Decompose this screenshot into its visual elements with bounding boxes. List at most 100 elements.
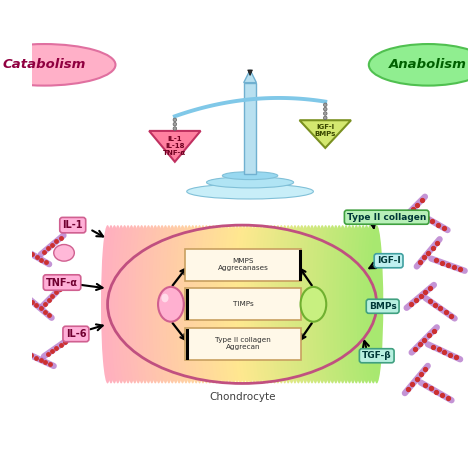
Ellipse shape (346, 225, 359, 383)
Ellipse shape (247, 225, 261, 383)
Ellipse shape (138, 225, 152, 383)
Ellipse shape (360, 225, 373, 383)
Circle shape (323, 116, 327, 119)
Circle shape (323, 108, 327, 111)
Ellipse shape (101, 225, 114, 383)
Ellipse shape (251, 225, 264, 383)
Ellipse shape (271, 225, 284, 383)
Text: Chondrocyte: Chondrocyte (209, 392, 275, 402)
Ellipse shape (187, 184, 313, 199)
Text: IL-1: IL-1 (63, 220, 83, 230)
Ellipse shape (278, 225, 292, 383)
Ellipse shape (111, 225, 124, 383)
Ellipse shape (326, 225, 339, 383)
Circle shape (323, 103, 327, 107)
Ellipse shape (301, 287, 326, 322)
Ellipse shape (302, 225, 315, 383)
Ellipse shape (333, 225, 346, 383)
Polygon shape (149, 131, 201, 162)
Ellipse shape (329, 225, 342, 383)
Ellipse shape (224, 225, 237, 383)
Polygon shape (300, 120, 351, 148)
Ellipse shape (203, 225, 216, 383)
Text: TGF-β: TGF-β (362, 351, 392, 360)
Text: IL-6: IL-6 (66, 329, 86, 339)
Circle shape (173, 118, 177, 122)
Ellipse shape (207, 177, 293, 188)
FancyBboxPatch shape (185, 328, 301, 360)
Ellipse shape (104, 225, 118, 383)
Ellipse shape (288, 225, 301, 383)
Text: BMPs: BMPs (369, 302, 397, 311)
Text: Type II collagen
Aggrecan: Type II collagen Aggrecan (215, 337, 271, 350)
Ellipse shape (222, 172, 278, 180)
FancyBboxPatch shape (185, 289, 301, 320)
Ellipse shape (159, 225, 172, 383)
Ellipse shape (128, 225, 141, 383)
Circle shape (323, 112, 327, 115)
Ellipse shape (125, 225, 138, 383)
Ellipse shape (169, 225, 182, 383)
Ellipse shape (213, 225, 227, 383)
Ellipse shape (217, 225, 230, 383)
Ellipse shape (275, 225, 288, 383)
Ellipse shape (268, 225, 281, 383)
Ellipse shape (220, 225, 233, 383)
Ellipse shape (255, 225, 267, 383)
Ellipse shape (193, 225, 206, 383)
Ellipse shape (309, 225, 322, 383)
Ellipse shape (158, 287, 184, 322)
Text: TNF-α: TNF-α (164, 150, 186, 156)
Ellipse shape (364, 225, 376, 383)
Circle shape (173, 127, 177, 130)
Ellipse shape (142, 225, 155, 383)
Ellipse shape (183, 225, 196, 383)
Ellipse shape (132, 225, 145, 383)
Ellipse shape (135, 225, 148, 383)
Ellipse shape (350, 225, 363, 383)
Ellipse shape (149, 225, 162, 383)
Ellipse shape (155, 225, 169, 383)
Ellipse shape (282, 225, 295, 383)
FancyBboxPatch shape (185, 249, 301, 281)
Ellipse shape (353, 225, 366, 383)
Ellipse shape (207, 225, 220, 383)
Ellipse shape (237, 225, 250, 383)
Ellipse shape (285, 225, 298, 383)
Text: BMPs: BMPs (315, 131, 336, 137)
Text: TNF-α: TNF-α (46, 277, 78, 288)
Ellipse shape (146, 225, 158, 383)
Ellipse shape (166, 225, 179, 383)
Ellipse shape (200, 225, 213, 383)
Polygon shape (248, 70, 253, 75)
Ellipse shape (210, 225, 223, 383)
Ellipse shape (367, 225, 380, 383)
Ellipse shape (343, 225, 356, 383)
Ellipse shape (54, 245, 74, 261)
Ellipse shape (0, 44, 116, 86)
Ellipse shape (121, 225, 135, 383)
Ellipse shape (176, 225, 189, 383)
Ellipse shape (173, 225, 186, 383)
Ellipse shape (108, 225, 121, 383)
Ellipse shape (234, 225, 247, 383)
Text: MMPS
Aggrecanases: MMPS Aggrecanases (218, 258, 269, 271)
Ellipse shape (190, 225, 203, 383)
Ellipse shape (369, 44, 474, 86)
Ellipse shape (292, 225, 305, 383)
Ellipse shape (305, 225, 319, 383)
Text: IL-1: IL-1 (167, 136, 182, 142)
Ellipse shape (339, 225, 353, 383)
Ellipse shape (118, 225, 131, 383)
Ellipse shape (316, 225, 329, 383)
Ellipse shape (186, 225, 200, 383)
Ellipse shape (152, 225, 165, 383)
Text: IGF-I: IGF-I (377, 256, 401, 265)
Ellipse shape (261, 225, 274, 383)
Ellipse shape (336, 225, 349, 383)
Ellipse shape (322, 225, 336, 383)
Ellipse shape (230, 225, 244, 383)
Text: IL-18: IL-18 (165, 143, 184, 149)
FancyBboxPatch shape (244, 82, 256, 173)
Ellipse shape (295, 225, 309, 383)
